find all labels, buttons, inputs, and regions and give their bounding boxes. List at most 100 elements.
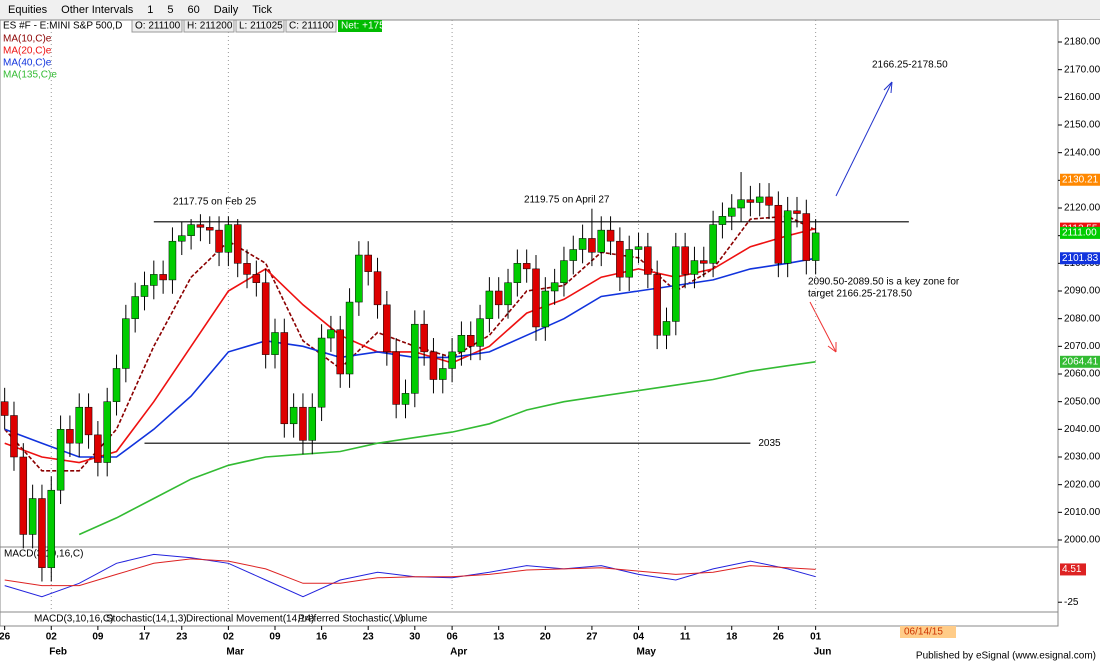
toolbar-item[interactable]: Other Intervals xyxy=(61,3,134,16)
candle-body xyxy=(215,229,223,253)
candle-body xyxy=(485,290,494,319)
arrow xyxy=(809,301,837,353)
candle-body xyxy=(457,335,466,353)
candle-body xyxy=(811,232,820,261)
y-tick-label: 2090.00 xyxy=(1064,286,1100,297)
candle-body xyxy=(541,290,550,328)
candle-body xyxy=(578,238,587,250)
x-tick-label: 11 xyxy=(680,632,691,643)
candle-body xyxy=(597,229,605,253)
month-label: May xyxy=(637,647,657,658)
x-tick-label: 26 xyxy=(0,632,11,643)
candle-body xyxy=(755,196,764,203)
y-tick-label: 2060.00 xyxy=(1064,369,1100,380)
candle-body xyxy=(420,323,428,353)
candle-body xyxy=(261,282,270,355)
candle-body xyxy=(392,351,400,405)
header: ES #F - E:MINI S&P 500,D O: 211100 H: 21… xyxy=(3,20,385,33)
annotation: target 2166.25-2178.50 xyxy=(808,289,912,300)
y-tick-label: 2160.00 xyxy=(1064,92,1100,103)
tab[interactable]: Volume xyxy=(394,614,428,625)
tabs: MACD(3,10,16,C) Stochastic(14,1,3) Direc… xyxy=(34,614,428,625)
candle-body xyxy=(224,224,233,253)
candle-body xyxy=(317,337,326,408)
toolbar-item[interactable]: Tick xyxy=(252,3,272,16)
candle-body xyxy=(10,415,18,458)
candle-body xyxy=(513,263,522,283)
ohlc: L: 211025 xyxy=(239,21,283,32)
x-tick-label: 17 xyxy=(139,632,151,643)
tab[interactable]: Stochastic(14,1,3) xyxy=(106,614,187,625)
macd-marker-label: 4.51 xyxy=(1062,564,1082,575)
candle-body xyxy=(187,224,195,236)
candle-body xyxy=(662,321,671,336)
candle-body xyxy=(625,249,633,278)
x-tick-label: 30 xyxy=(409,632,421,643)
month-label: Jun xyxy=(814,647,832,658)
toolbar-item[interactable]: 1 xyxy=(147,3,154,16)
candle-body xyxy=(75,406,83,444)
tab[interactable]: Directional Movement(14,14) xyxy=(186,614,314,625)
y-tick-label: 2030.00 xyxy=(1064,452,1100,463)
candle-body xyxy=(299,406,307,441)
x-tick-label: 27 xyxy=(586,632,598,643)
candle-body xyxy=(616,240,624,278)
tab[interactable]: MACD(3,10,16,C) xyxy=(34,614,113,625)
box xyxy=(183,20,235,33)
y-tick-label: 2050.00 xyxy=(1064,396,1100,407)
candle-body xyxy=(364,254,372,272)
candle-body xyxy=(150,274,158,286)
candle-body xyxy=(765,196,773,206)
toolbar-item[interactable]: 5 xyxy=(167,3,174,16)
tab[interactable]: Preferred Stochastic(...) xyxy=(298,614,404,625)
candle-body xyxy=(588,238,596,253)
candle-body xyxy=(494,290,503,306)
candle-body xyxy=(308,406,317,441)
x-tick-label: 02 xyxy=(223,632,235,643)
y-tick-label: 2170.00 xyxy=(1064,64,1100,75)
symbol: ES #F - E:MINI S&P 500,D xyxy=(3,21,122,32)
price-marker-label: 2111.00 xyxy=(1062,228,1097,239)
candle-body xyxy=(0,401,9,416)
candle-body xyxy=(560,260,568,283)
legend-entry: MA(10,C)e xyxy=(3,34,52,45)
candle-body xyxy=(793,210,801,214)
macd-line xyxy=(4,558,816,587)
candle-body xyxy=(271,332,279,355)
legend-entry: MA(20,C)e xyxy=(3,46,52,57)
arrow-head xyxy=(827,342,837,353)
toolbar-item[interactable]: Daily xyxy=(213,3,239,16)
candle-body xyxy=(38,498,46,568)
price-marker xyxy=(1060,226,1100,239)
candle-body xyxy=(783,210,792,264)
candle-body xyxy=(355,254,363,303)
candle-body xyxy=(690,260,699,275)
toolbar-item[interactable]: 60 xyxy=(187,3,200,16)
annotation: 2166.25-2178.50 xyxy=(872,60,948,71)
ohlc: C: 211100 xyxy=(289,21,334,32)
annotation: 2119.75 on April 27 xyxy=(524,195,610,206)
candle-body xyxy=(233,224,242,264)
candle-body xyxy=(345,301,354,375)
x-tick-label: 01 xyxy=(810,632,822,643)
legend-entry: MA(40,C)e xyxy=(3,58,52,69)
candle-body xyxy=(327,329,335,339)
candle-body xyxy=(681,246,689,275)
annotation: 2117.75 on Feb 25 xyxy=(173,197,257,208)
publisher: Published by eSignal (www.esignal.com) xyxy=(916,651,1096,662)
candle-body xyxy=(746,199,755,203)
annotation: 2090.50-2089.50 is a key zone for xyxy=(808,277,960,288)
y-tick-label: 2080.00 xyxy=(1064,313,1100,324)
candle-body xyxy=(606,229,615,242)
candle-body xyxy=(644,246,652,275)
candle-body xyxy=(196,224,205,228)
candle-body xyxy=(550,282,559,292)
x-tick-label: 02 xyxy=(46,632,58,643)
date: 06/14/15 xyxy=(904,627,943,638)
macd-marker xyxy=(1060,563,1086,576)
candle-body xyxy=(280,332,289,425)
x-tick-label: 09 xyxy=(269,632,281,643)
toolbar-item[interactable]: Equities xyxy=(8,3,48,16)
y-tick-label: 2120.00 xyxy=(1064,203,1100,214)
price-marker xyxy=(1060,173,1100,186)
